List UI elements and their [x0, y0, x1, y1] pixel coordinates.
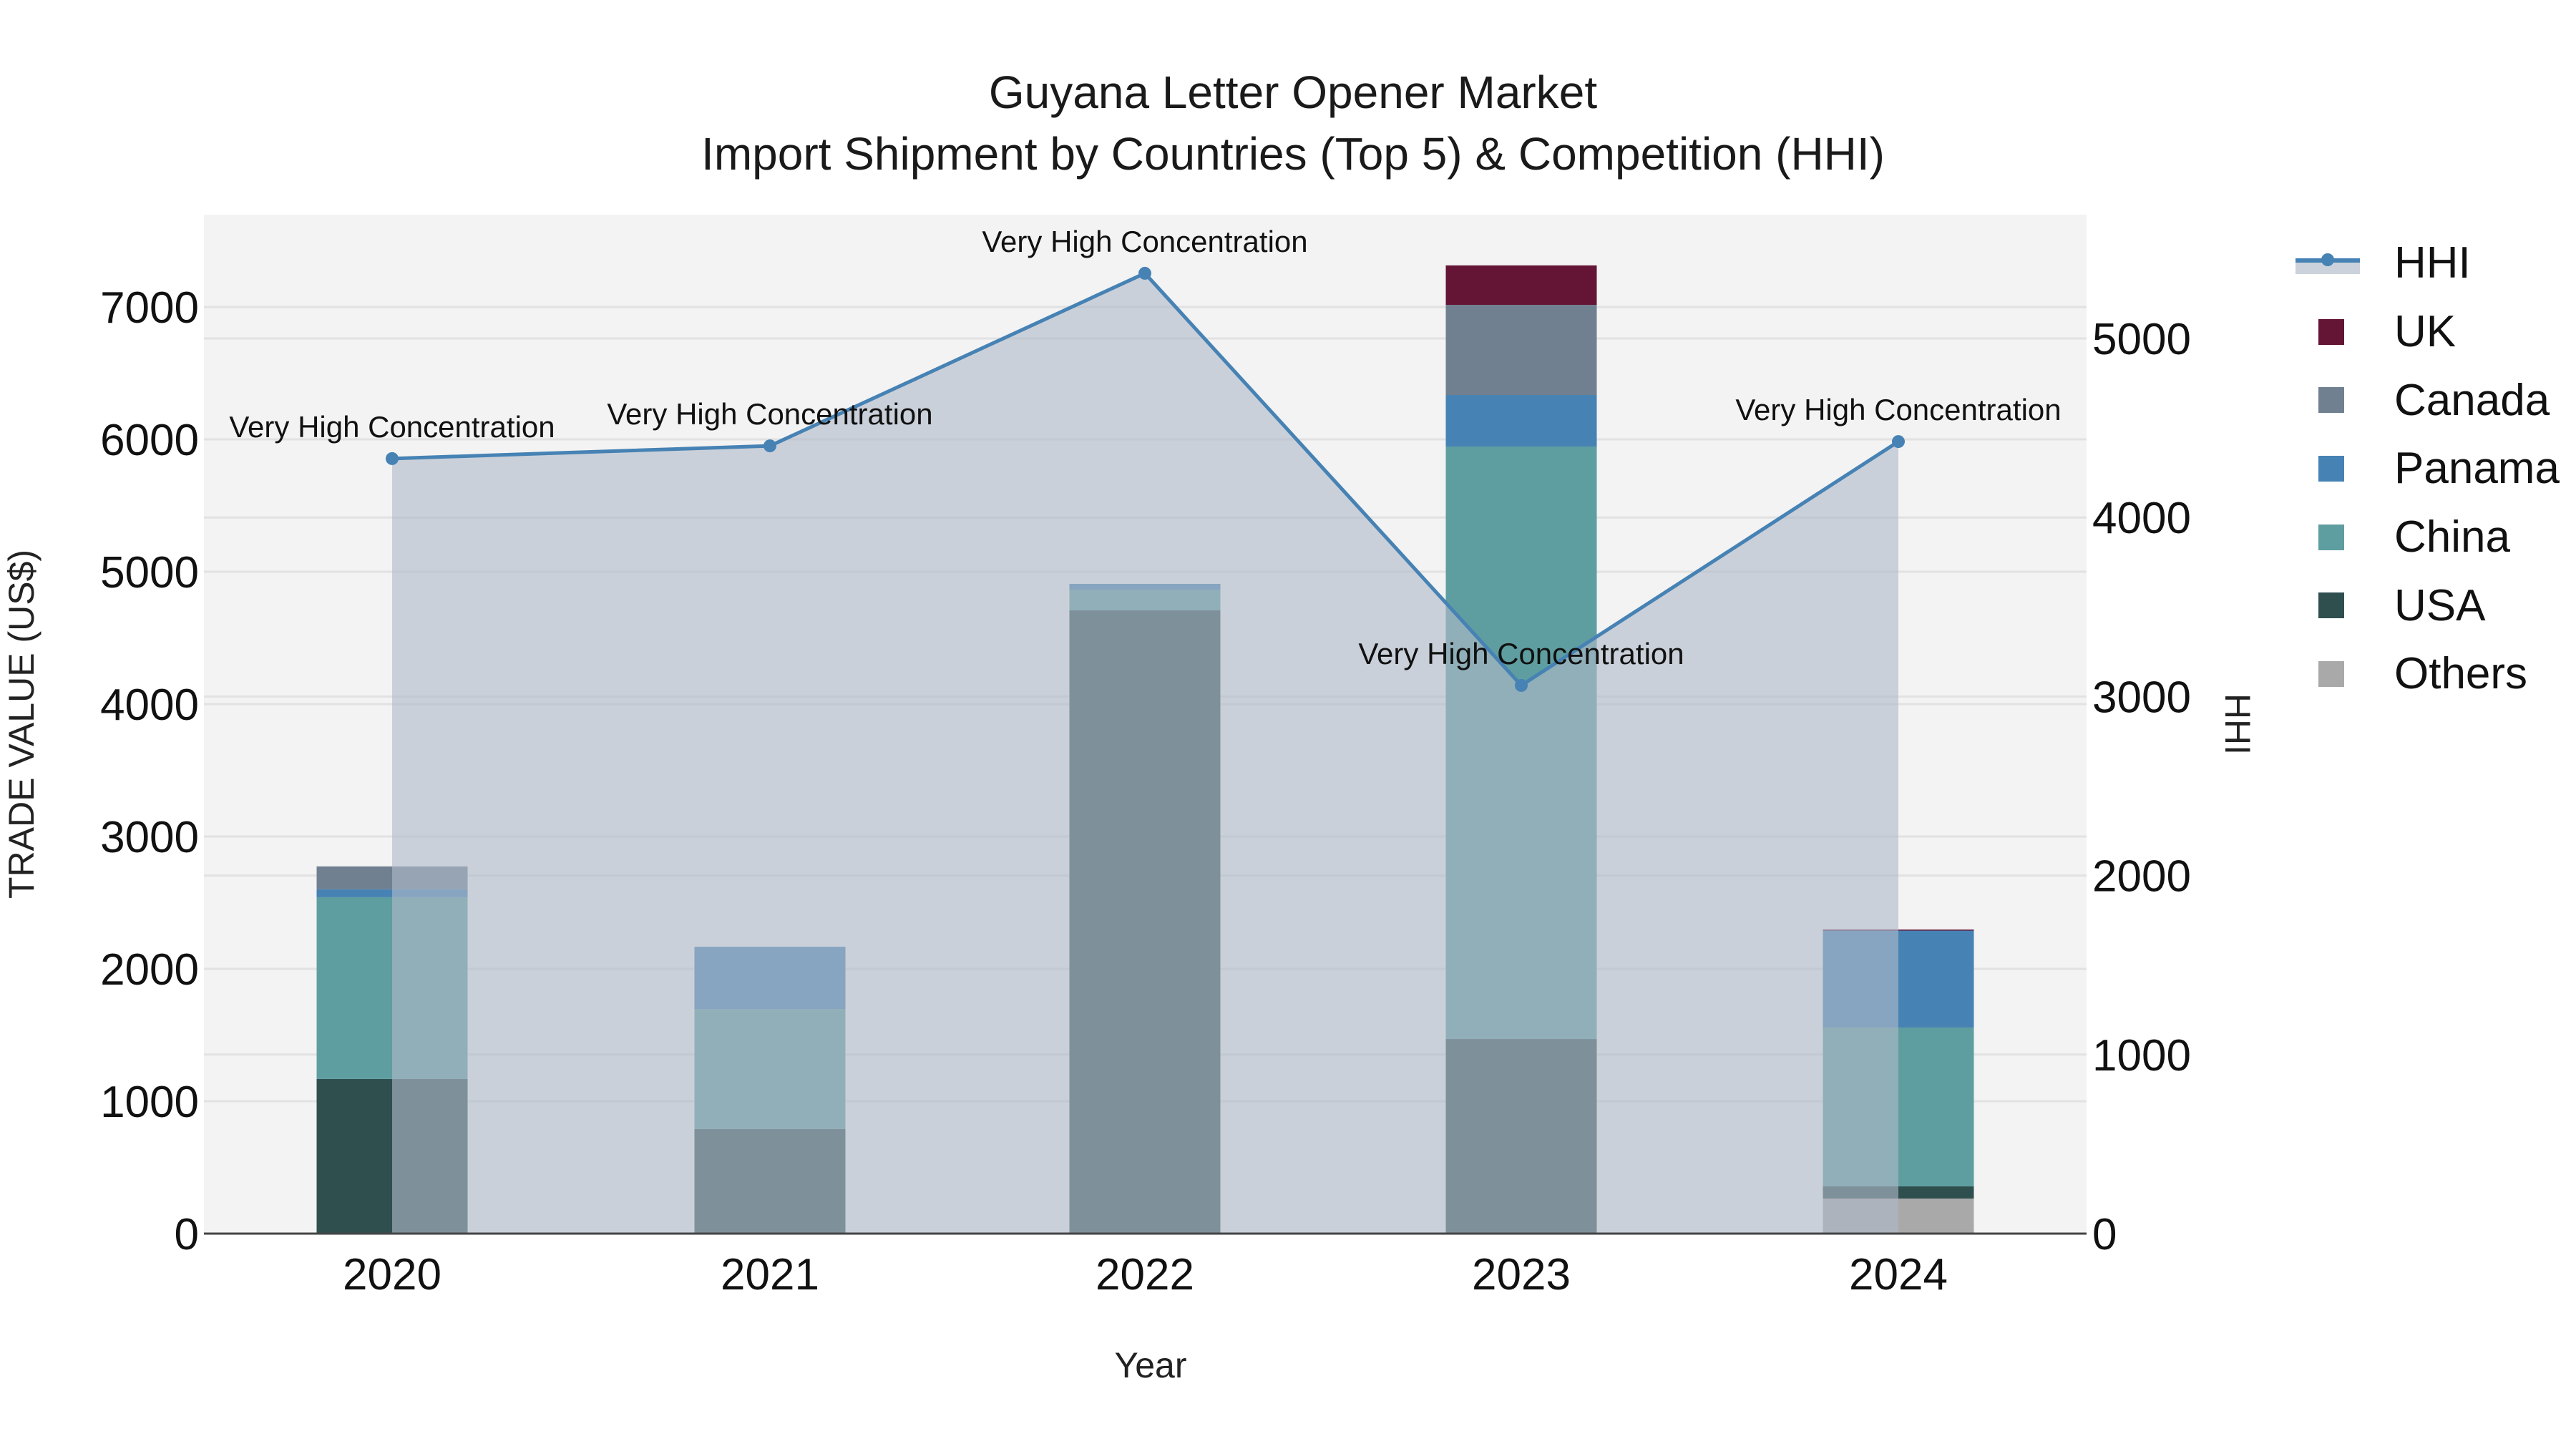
svg-text:2020: 2020 [343, 1250, 441, 1299]
y-left-tick-labels: 0 1000 2000 3000 4000 5000 6000 7000 [100, 283, 199, 1259]
svg-text:5000: 5000 [100, 548, 199, 597]
legend-label: Others [2394, 649, 2528, 699]
svg-text:2000: 2000 [2092, 852, 2191, 902]
color-swatch-icon [2318, 387, 2344, 414]
svg-text:2024: 2024 [1849, 1250, 1948, 1299]
hhi-point-2021[interactable] [763, 439, 776, 453]
svg-text:4000: 4000 [2092, 494, 2191, 543]
color-swatch-icon [2318, 455, 2344, 482]
bar-segment-canada-2023[interactable] [1445, 305, 1597, 396]
line-marker-icon [2296, 251, 2360, 275]
hhi-annotations: Very High Concentration Very High Concent… [229, 225, 2061, 670]
legend-label: China [2394, 512, 2510, 562]
hhi-annotation-2024: Very High Concentration [1735, 393, 2061, 426]
legend: HHI UK Canada Panama China USA Others [2296, 229, 2560, 708]
hhi-annotation-2023: Very High Concentration [1358, 637, 1684, 670]
svg-text:2023: 2023 [1472, 1250, 1571, 1299]
bar-segment-uk-2023[interactable] [1445, 265, 1597, 306]
color-swatch-icon [2318, 592, 2344, 619]
legend-item-others[interactable]: Others [2296, 640, 2560, 708]
svg-text:0: 0 [2092, 1210, 2117, 1259]
hhi-point-2022[interactable] [1138, 266, 1151, 280]
svg-text:2021: 2021 [721, 1250, 819, 1299]
svg-text:4000: 4000 [100, 680, 199, 730]
legend-label: Canada [2394, 375, 2550, 425]
legend-item-panama[interactable]: Panama [2296, 434, 2560, 503]
y-right-tick-labels: 0 1000 2000 3000 4000 5000 [2092, 315, 2191, 1259]
svg-text:1000: 1000 [2092, 1031, 2191, 1080]
legend-item-uk[interactable]: UK [2296, 298, 2560, 366]
color-swatch-icon [2318, 318, 2344, 345]
svg-text:3000: 3000 [2092, 673, 2191, 722]
svg-text:7000: 7000 [100, 283, 199, 333]
bar-segment-panama-2023[interactable] [1445, 395, 1597, 447]
svg-text:1000: 1000 [100, 1078, 199, 1127]
y-right-axis-title: HHI [2218, 693, 2258, 755]
svg-text:5000: 5000 [2092, 315, 2191, 364]
hhi-point-2023[interactable] [1515, 678, 1528, 692]
hhi-point-2024[interactable] [1892, 435, 1905, 449]
y-left-axis-title: TRADE VALUE (US$) [1, 550, 42, 899]
legend-label: USA [2394, 580, 2486, 630]
svg-text:0: 0 [175, 1210, 199, 1259]
legend-item-china[interactable]: China [2296, 503, 2560, 572]
svg-text:3000: 3000 [100, 813, 199, 862]
legend-item-hhi[interactable]: HHI [2296, 229, 2560, 298]
svg-text:6000: 6000 [100, 416, 199, 465]
svg-text:2022: 2022 [1096, 1250, 1194, 1299]
x-tick-labels: 2020 2021 2022 2023 2024 [343, 1250, 1948, 1299]
chart-title-line1: Guyana Letter Opener Market [988, 67, 1598, 118]
color-swatch-icon [2318, 524, 2344, 550]
legend-item-canada[interactable]: Canada [2296, 366, 2560, 434]
legend-label: UK [2394, 307, 2457, 357]
hhi-annotation-2021: Very High Concentration [607, 397, 932, 431]
legend-item-usa[interactable]: USA [2296, 571, 2560, 640]
hhi-annotation-2022: Very High Concentration [982, 225, 1307, 258]
svg-text:2000: 2000 [100, 945, 199, 995]
legend-label: HHI [2394, 238, 2471, 288]
hhi-annotation-2020: Very High Concentration [229, 410, 555, 444]
legend-label: Panama [2394, 444, 2560, 494]
color-swatch-icon [2318, 660, 2344, 687]
hhi-series [386, 266, 1905, 1234]
x-axis-title: Year [1114, 1345, 1186, 1385]
hhi-point-2020[interactable] [386, 452, 399, 465]
chart-title-line2: Import Shipment by Countries (Top 5) & C… [701, 128, 1885, 180]
